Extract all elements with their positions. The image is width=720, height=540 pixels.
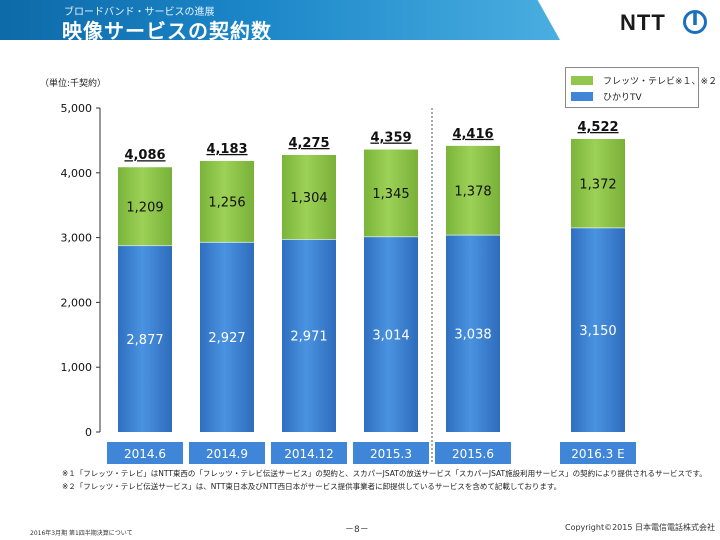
unit-label: （単位:千契約）: [40, 79, 107, 89]
chart-legend: フレッツ・テレビ※１、※２ ひかりTV: [565, 67, 717, 108]
data-label-flets-tv: 1,345: [372, 187, 409, 202]
stacked-bar-chart: 0 1,000 2,000 3,000 4,000 5,000 2,877 1,209 4,0…: [61, 102, 636, 464]
y-tick-label: 3,000: [61, 232, 93, 245]
footnote-2: ※２「フレッツ・テレビ伝送サービス」は、NTT東日本及びNTT西日本がサービス提…: [62, 482, 562, 491]
x-tick-label: 2014.6: [124, 447, 166, 461]
data-label-flets-tv: 1,372: [579, 177, 616, 192]
category-box: [353, 442, 429, 464]
slide-header: ブロードバンド・サービスの進展 映像サービスの契約数 NTT: [0, 0, 720, 46]
bar-hikari-tv: [282, 239, 336, 432]
legend-label-flets-tv: フレッツ・テレビ※１、※２: [603, 76, 718, 87]
header-band: [0, 0, 560, 40]
bar-flets-tv: [200, 160, 254, 243]
bar-flets-tv: [282, 154, 336, 240]
bar-hikari-tv: [118, 245, 172, 432]
header-subtitle: ブロードバンド・サービスの進展: [64, 7, 215, 18]
page-title: 映像サービスの契約数: [62, 19, 272, 43]
data-label-hikari-tv: 2,877: [126, 333, 163, 348]
data-label-hikari-tv: 3,014: [372, 328, 409, 343]
legend-swatch-hikari-tv: [571, 91, 593, 101]
x-tick-label: 2014.12: [284, 447, 334, 461]
data-label-hikari-tv: 3,150: [579, 324, 616, 339]
legend-swatch-flets-tv: [571, 75, 593, 85]
y-tick-label: 2,000: [61, 296, 93, 309]
y-tick-label: 1,000: [61, 361, 93, 374]
category-box: [560, 442, 636, 464]
x-tick-label: 2016.3 E: [571, 447, 624, 461]
data-label-flets-tv: 1,304: [290, 191, 327, 206]
category-box: [271, 442, 347, 464]
footnote-1: ※１「フレッツ・テレビ」はNTT東西の「フレッツ・テレビ伝送サービス」の契約と、…: [62, 469, 707, 478]
bar-hikari-tv: [446, 235, 500, 432]
x-tick-label: 2015.6: [452, 447, 494, 461]
page-number: －8－: [345, 525, 369, 535]
x-tick-label: 2014.9: [206, 447, 248, 461]
data-label-flets-tv: 1,256: [208, 196, 245, 211]
y-tick-label: 5,000: [61, 102, 93, 115]
data-label-total: 4,522: [577, 120, 618, 135]
data-label-hikari-tv: 2,971: [290, 330, 327, 345]
category-box: [189, 442, 265, 464]
data-label-total: 4,275: [288, 136, 329, 151]
footnotes: ※１「フレッツ・テレビ」はNTT東西の「フレッツ・テレビ伝送サービス」の契約と、…: [62, 467, 707, 493]
data-label-flets-tv: 1,378: [454, 184, 491, 199]
ntt-logo-mark-icon: [683, 10, 707, 34]
data-label-hikari-tv: 2,927: [208, 331, 245, 346]
category-box: [435, 442, 511, 464]
x-tick-label: 2015.3: [370, 447, 412, 461]
bar-flets-tv: [118, 167, 172, 246]
y-tick-label: 4,000: [61, 167, 93, 180]
bar-hikari-tv: [571, 227, 625, 432]
bar-hikari-tv: [200, 242, 254, 432]
data-label-hikari-tv: 3,038: [454, 328, 491, 343]
legend-label-hikari-tv: ひかりTV: [603, 92, 642, 103]
data-label-total: 4,086: [124, 148, 165, 163]
y-tick-label: 0: [85, 426, 92, 439]
ntt-logo: NTT: [610, 6, 714, 38]
legend-item-hikari-tv: ひかりTV: [571, 89, 642, 103]
category-box: [107, 442, 183, 464]
data-label-total: 4,183: [206, 142, 247, 157]
bar-flets-tv: [446, 145, 500, 236]
logo-text: NTT: [620, 10, 666, 35]
bar-hikari-tv: [364, 236, 418, 432]
data-label-flets-tv: 1,209: [126, 200, 163, 215]
legend-item-flets-tv: フレッツ・テレビ※１、※２: [571, 73, 717, 87]
copyright: Copyright©2015 日本電信電話株式会社: [565, 523, 715, 532]
data-label-total: 4,359: [370, 131, 411, 146]
bar-flets-tv: [364, 149, 418, 237]
data-label-total: 4,416: [452, 127, 493, 142]
bar-flets-tv: [571, 138, 625, 228]
footer-document-title: 2016年3月期 第1四半期決算について: [30, 530, 133, 537]
